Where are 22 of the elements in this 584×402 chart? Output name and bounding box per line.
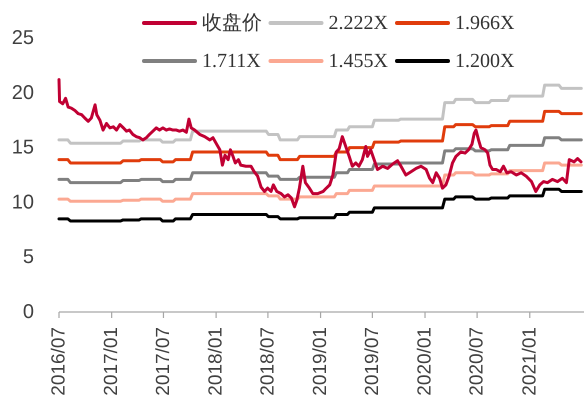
legend-label: 1.966X <box>455 12 514 34</box>
y-tick-label: 10 <box>12 191 34 214</box>
x-tick-label: 2020/01 <box>414 327 436 396</box>
x-tick-label: 2016/07 <box>48 327 70 396</box>
legend-label: 收盘价 <box>202 12 262 34</box>
legend-label: 1.711X <box>202 50 261 72</box>
y-tick-label: 0 <box>22 301 34 323</box>
x-tick-label: 2017/07 <box>152 327 174 396</box>
x-tick-label: 2019/01 <box>310 327 332 396</box>
x-tick-label: 2017/01 <box>101 327 122 396</box>
x-tick-label: 2018/01 <box>206 327 227 396</box>
y-tick-label: 25 <box>12 27 34 49</box>
legend-label: 2.222X <box>328 12 388 34</box>
y-tick-label: 15 <box>12 136 34 159</box>
x-tick-label: 2018/07 <box>257 327 278 396</box>
legend-label: 1.200X <box>455 50 514 72</box>
legend-label: 1.455X <box>328 50 388 72</box>
y-tick-label: 5 <box>22 246 34 268</box>
y-tick-label: 20 <box>12 82 34 104</box>
x-tick-label: 2020/07 <box>466 327 488 396</box>
x-tick-label: 2019/07 <box>362 327 383 396</box>
x-tick-label: 2021/01 <box>519 327 540 396</box>
